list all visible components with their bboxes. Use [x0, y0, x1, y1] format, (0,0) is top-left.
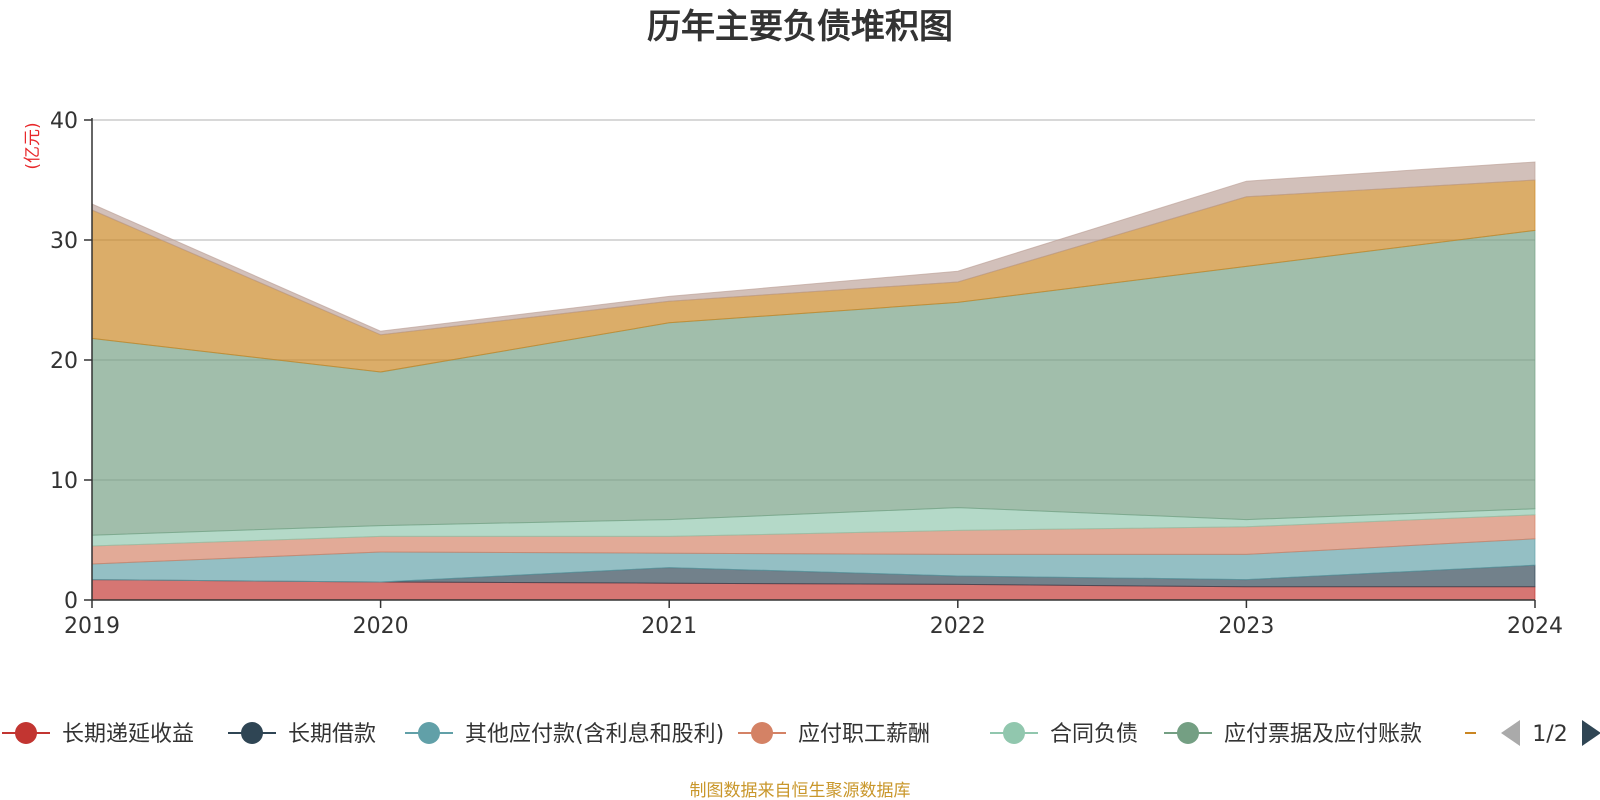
area-series-group: [91, 161, 1536, 601]
legend-item-2[interactable]: 其他应付款(含利息和股利): [405, 722, 724, 747]
x-tick-label: 2024: [1507, 614, 1563, 639]
legend-circle-icon: [15, 722, 37, 744]
area-series-5: [91, 229, 1536, 536]
legend-circle-icon: [241, 722, 263, 744]
x-tick-label: 2020: [353, 614, 409, 639]
legend-label: 应付票据及应付账款: [1224, 722, 1422, 747]
legend-item-4[interactable]: 合同负债: [990, 722, 1138, 747]
legend-label: 长期递延收益: [62, 722, 194, 747]
legend-label: 长期借款: [288, 722, 376, 747]
legend-circle-icon: [1478, 722, 1500, 744]
legend-item-6[interactable]: [1465, 722, 1513, 744]
data-source-footer: 制图数据来自恒生聚源数据库: [690, 781, 911, 800]
y-tick-label: 40: [50, 109, 78, 134]
legend-item-1[interactable]: 长期借款: [228, 722, 376, 747]
axes: 0 10 20 30 40 2019 2020 2021 2022 2023 2024: [50, 109, 1563, 639]
legend: 长期递延收益 长期借款 其他应付款(含利息和股利) 应付职工薪酬 合同负债 应付票据及应付…: [2, 722, 1513, 747]
legend-item-3[interactable]: 应付职工薪酬: [738, 722, 930, 747]
y-tick-label: 20: [50, 349, 78, 374]
legend-next-page-icon[interactable]: [1582, 720, 1600, 746]
x-tick-label: 2022: [930, 614, 986, 639]
chart-title: 历年主要负债堆积图: [647, 7, 953, 47]
legend-label: 应付职工薪酬: [798, 722, 930, 747]
legend-label: 合同负债: [1050, 722, 1138, 747]
legend-circle-icon: [418, 722, 440, 744]
y-tick-label: 0: [64, 589, 78, 614]
x-tick-label: 2021: [641, 614, 697, 639]
x-tick-label: 2019: [64, 614, 120, 639]
area-series-7: [91, 161, 1536, 336]
x-tick-label: 2023: [1218, 614, 1274, 639]
legend-item-0[interactable]: 长期递延收益: [2, 722, 194, 747]
legend-prev-page-icon[interactable]: [1501, 720, 1520, 746]
legend-circle-icon: [751, 722, 773, 744]
y-tick-label: 10: [50, 469, 78, 494]
legend-item-5[interactable]: 应付票据及应付账款: [1164, 722, 1422, 747]
legend-pager: 1/2: [1501, 720, 1600, 747]
legend-circle-icon: [1003, 722, 1025, 744]
y-axis-unit-label: (亿元): [23, 122, 43, 169]
y-tick-label: 30: [50, 229, 78, 254]
legend-label: 其他应付款(含利息和股利): [465, 722, 724, 747]
legend-page-indicator: 1/2: [1532, 722, 1567, 747]
legend-circle-icon: [1177, 722, 1199, 744]
